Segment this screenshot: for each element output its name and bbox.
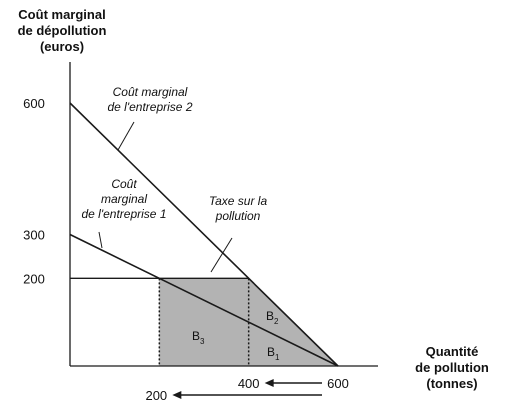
arrow-600-to-200-head <box>172 391 181 399</box>
y-axis-title-line: Coût marginal <box>18 7 105 22</box>
region-letter: B <box>192 329 200 343</box>
x-axis-title-line: de pollution <box>415 360 489 375</box>
region-letter: B <box>267 345 275 359</box>
region-subscript: 3 <box>200 337 205 346</box>
region-subscript: 1 <box>275 353 280 362</box>
y-tick-label: 600 <box>23 96 45 111</box>
region-letter: B <box>266 309 274 323</box>
y-axis-title: Coût marginal de dépollution (euros) <box>18 7 107 54</box>
x-axis-title: Quantité de pollution (tonnes) <box>415 344 489 391</box>
y-tick-label: 200 <box>23 271 45 286</box>
y-axis-title-line: (euros) <box>40 39 84 54</box>
series-label-firm-2-line: Coût marginal <box>113 85 188 99</box>
leader-tax <box>211 238 232 272</box>
region-subscript: 2 <box>274 317 279 326</box>
leader-firm-2 <box>118 122 134 150</box>
series-label-firm-2: Coût marginal de l'entreprise 2 <box>107 85 192 114</box>
x-tick-label: 400 <box>238 376 260 391</box>
x-axis-title-line: Quantité <box>426 344 479 359</box>
series-label-firm-1-line: de l'entreprise 1 <box>81 207 166 221</box>
arrow-600-to-400-head <box>265 379 274 387</box>
series-label-firm-2-line: de l'entreprise 2 <box>107 100 192 114</box>
series-label-firm-1-line: Coût <box>111 177 137 191</box>
y-axis-title-line: de dépollution <box>18 23 107 38</box>
tax-label-line: Taxe sur la <box>209 194 268 208</box>
x-tick-label: 600 <box>327 376 349 391</box>
x-tick-label: 200 <box>145 388 167 403</box>
y-tick-label: 300 <box>23 228 45 243</box>
leader-firm-1 <box>99 232 102 248</box>
x-axis-title-line: (tonnes) <box>426 376 477 391</box>
series-label-firm-1: Coût marginal de l'entreprise 1 <box>81 177 166 221</box>
tax-label-line: pollution <box>215 209 261 223</box>
series-label-firm-1-line: marginal <box>101 192 147 206</box>
tax-label: Taxe sur la pollution <box>209 194 268 223</box>
